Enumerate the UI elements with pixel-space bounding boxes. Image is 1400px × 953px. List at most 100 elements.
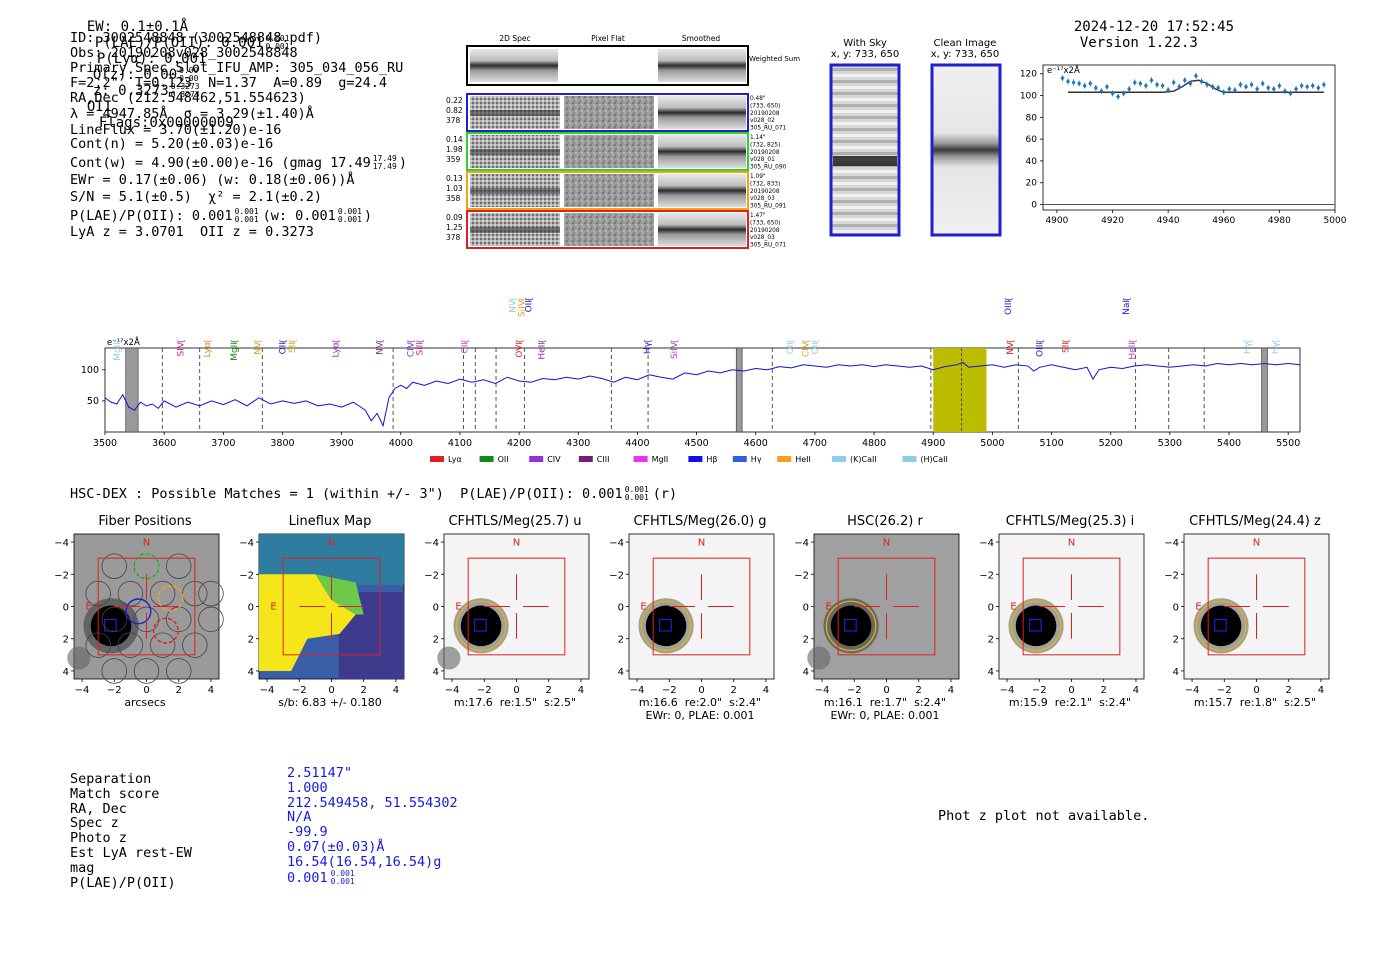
stamp-xtick-label: −2 <box>292 685 307 696</box>
fiber-left-stat: 0.22 <box>446 96 463 105</box>
stamp-aperture-circle <box>1195 600 1247 652</box>
fiber-right-meta: (732, 833) <box>750 181 780 187</box>
spectrum-line-label: NaI <box>1122 300 1132 315</box>
spectrum-line-label: Hγ <box>1243 341 1253 354</box>
spectrum-legend-swatch <box>479 456 494 462</box>
stamp-xtick-label: 2 <box>1101 685 1107 696</box>
stamp-east-label: E <box>825 602 831 613</box>
spectrum-line-brace: { <box>1122 297 1131 302</box>
spectrum-legend-swatch <box>902 456 917 462</box>
match-value-plae-sup: 0.001 <box>330 868 355 878</box>
zoom-xtick-label: 4980 <box>1268 216 1291 226</box>
spectrum-line-brace: { <box>278 339 287 344</box>
stamp-source <box>1015 605 1057 647</box>
spectrum-legend-label: HeII <box>795 455 811 464</box>
fiber-position <box>165 658 192 684</box>
spectrum-line-brace: { <box>515 339 524 344</box>
header-qz-sub: 0.00 <box>179 74 199 83</box>
stamp-xtick-label: −4 <box>445 685 460 696</box>
fiber-right-meta: v028_02 <box>750 118 775 124</box>
zoom-data-point <box>1310 83 1315 89</box>
match-value-photoz: -99.9 <box>287 824 328 841</box>
stamp-xtick-label: 0 <box>143 685 149 696</box>
stamp-ytick-label: −2 <box>609 570 624 581</box>
zoom-data-point <box>1210 84 1215 90</box>
match-label-radec: RA, Dec <box>70 800 127 817</box>
spectrum-line-label: MgII <box>113 342 123 361</box>
spectrum-line-label: OIII <box>1004 300 1014 315</box>
stamp-xtick-label: 4 <box>763 685 769 696</box>
fiber-selected-red <box>152 617 179 644</box>
cutout-col-title-pixelflat: Pixel Flat <box>591 34 625 43</box>
header-flags: Flags:0x00000009 <box>98 115 234 131</box>
stamp-source-halo <box>453 598 509 654</box>
zoom-ytick-label: 60 <box>1026 135 1038 145</box>
header-timestamp: 2024-12-20 17:52:45 Version 1.22.3 <box>1057 3 1234 51</box>
stamp-source <box>460 605 502 647</box>
stamp-g: CFHTLS/Meg(26.0) g N E −4 4 −2 2 0 0 2 −2 4 −4 m:16.6… <box>605 510 785 725</box>
fiber-position <box>101 658 128 684</box>
spectrum-legend-label: (K)CaII <box>850 455 877 464</box>
info-plae-w-sup: 0.001 <box>337 207 362 216</box>
match-label-plae: P(LAE)/P(OII) <box>70 874 176 891</box>
stamp-caption: arcsecs <box>124 696 166 709</box>
stamp-caption: m:17.6 re:1.5" s:2.5" <box>453 696 577 709</box>
stamp-east-label: E <box>1195 602 1201 613</box>
fiber-right-meta: v028_03 <box>750 235 775 241</box>
header-datetime: 2024-12-20 17:52:45 <box>1073 19 1235 35</box>
spectrum-legend-swatch <box>633 456 648 462</box>
stamp-ytick-label: 0 <box>1173 603 1179 614</box>
stamp-image: N E −4 4 −2 2 0 0 2 −2 4 −4 <box>424 533 590 696</box>
spectrum-xtick-label: 5200 <box>1099 438 1123 449</box>
match-value-plae-sub: 0.001 <box>330 876 355 886</box>
zoom-xtick-label: 5000 <box>1324 216 1347 226</box>
match-value-ew: 0.07(±0.03)Å <box>287 838 385 855</box>
spectrum-line-brace: { <box>643 339 652 344</box>
info-lya-oii: LyA z = 3.0701 OII z = 0.3273 <box>70 224 314 240</box>
stamp-region-box <box>282 557 381 656</box>
match-label-score: Match score <box>70 785 160 802</box>
zoom-data-point <box>1255 86 1260 92</box>
stamp-source-halo <box>638 598 694 654</box>
stamp-match-box <box>1214 618 1227 632</box>
flux-map-mid <box>315 574 364 615</box>
stamp-source <box>1200 605 1242 647</box>
zoom-data-point <box>1166 87 1171 93</box>
fiber-right-meta: 0.48" <box>750 96 766 102</box>
spectrum-sky-band <box>125 347 139 433</box>
fiber-left-stat: 0.82 <box>446 106 463 115</box>
fiber-pixelflat <box>564 213 654 246</box>
clean-image-xy: x, y: 733, 650 <box>930 49 1000 60</box>
spectrum-line-label: SII <box>288 342 298 353</box>
fiber-pixelflat <box>564 174 654 207</box>
fiber-position <box>101 606 128 633</box>
zoom-data-point <box>1077 80 1082 87</box>
clean-image-header: Clean Image x, y: 733, 650 <box>920 38 1010 60</box>
spectrum-line-label: Lyα <box>332 342 342 358</box>
with-sky-source-band <box>833 156 897 166</box>
zoom-data-point <box>1071 79 1076 86</box>
stamp-ytick-label: −4 <box>609 538 624 549</box>
fiber-smoothed <box>658 174 746 207</box>
fiber-right-meta: 20190208 <box>750 228 780 234</box>
info-plae-w-sub: 0.001 <box>337 215 362 224</box>
spectrum-line-label: SII <box>1062 342 1072 353</box>
info-plae-w-close: ) <box>363 208 373 224</box>
info-lineflux: LineFlux = 3.70(±1.20)e-16 <box>70 122 282 138</box>
stamp-aperture-circle <box>640 600 692 652</box>
fiber-position <box>149 580 176 607</box>
match-value-separation: 2.51147" <box>287 765 353 781</box>
stamp-north-label: N <box>143 537 150 548</box>
zoom-data-point <box>1321 82 1326 88</box>
stamp-ytick-label: 2 <box>988 635 994 646</box>
stamp-u: CFHTLS/Meg(25.7) u N E −4 4 −2 2 0 0 2 −2 4 −4 m:17.6… <box>420 510 600 725</box>
match-value-plae: 0.001 0.001 0.001 <box>287 868 458 886</box>
zoom-data-point <box>1121 90 1126 96</box>
fiber-position <box>117 632 144 658</box>
stamp-ytick-label: 2 <box>63 635 69 646</box>
stamp-xtick-label: 4 <box>208 685 214 696</box>
match-label-separation: Separation <box>70 771 152 787</box>
stamp-region-box <box>837 557 936 656</box>
stamp-ytick-label: 4 <box>433 667 439 678</box>
zoom-data-point <box>1116 94 1121 100</box>
